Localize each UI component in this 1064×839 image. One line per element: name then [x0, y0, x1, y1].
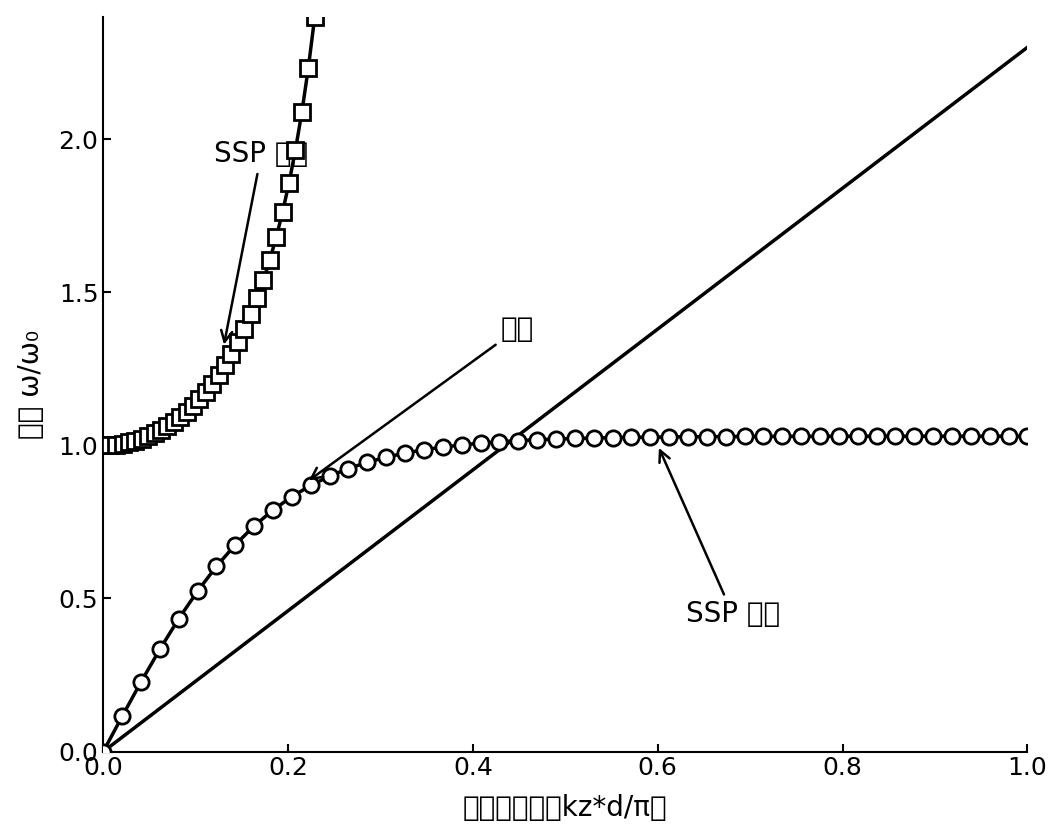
Y-axis label: 频率 ω/ω₀: 频率 ω/ω₀ [17, 330, 45, 439]
X-axis label: 归一化波矢（kz*d/π）: 归一化波矢（kz*d/π） [463, 795, 668, 822]
Text: SSP 快波: SSP 快波 [214, 140, 309, 342]
Text: 光线: 光线 [311, 315, 534, 479]
Text: SSP 慢波: SSP 慢波 [660, 451, 780, 628]
